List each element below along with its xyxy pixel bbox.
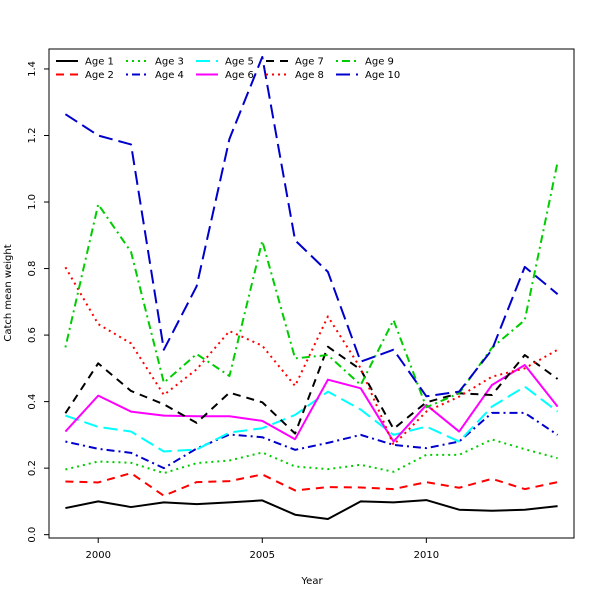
series-line-age-10: [64, 55, 559, 398]
y-tick-label: 1.2: [27, 128, 38, 144]
x-tick-label: 2005: [250, 550, 275, 561]
plot-frame: [48, 48, 575, 539]
legend-label: Age 5: [225, 57, 254, 68]
legend-label: Age 2: [85, 70, 114, 81]
legend-label: Age 8: [295, 70, 324, 81]
y-tick-label: 0.8: [27, 261, 38, 277]
series-line-age-4: [65, 411, 559, 470]
legend-label: Age 6: [225, 70, 254, 81]
y-tick-label: 1.0: [27, 194, 38, 210]
series-line-age-2: [65, 472, 558, 497]
legend-label: Age 9: [365, 57, 394, 68]
series-layer: [64, 55, 559, 521]
legend-label: Age 4: [155, 70, 184, 81]
legend-label: Age 3: [155, 57, 184, 68]
legend-label: Age 1: [85, 57, 114, 68]
x-axis-title: Year: [300, 576, 323, 587]
legend-label: Age 10: [365, 70, 400, 81]
x-tick-label: 2000: [85, 550, 110, 561]
y-tick-label: 0.2: [27, 460, 38, 476]
legend: Age 1 Age 2 Age 3 Age 4 Age 5 Age 6 Age 7 Age 8…: [56, 57, 400, 81]
series-line-age-1: [65, 499, 558, 521]
x-tick-label: 2010: [414, 550, 439, 561]
y-tick-label: 0.0: [27, 527, 38, 543]
y-axis-title: Catch mean weight: [3, 244, 14, 341]
legend-label: Age 7: [295, 57, 324, 68]
y-tick-label: 1.4: [27, 61, 38, 77]
y-tick-label: 0.4: [27, 394, 38, 410]
series-line-age-7: [64, 345, 559, 435]
series-line-age-5: [65, 385, 559, 453]
y-tick-label: 0.6: [27, 327, 38, 343]
y-axis: 0.0 0.2 0.4 0.6 0.8 1.0 1.2 1.4: [27, 61, 49, 543]
series-line-age-6: [64, 364, 559, 443]
series-line-age-3: [65, 438, 558, 475]
x-axis: 2000 2005 2010: [85, 538, 439, 561]
series-line-age-8: [64, 266, 559, 446]
